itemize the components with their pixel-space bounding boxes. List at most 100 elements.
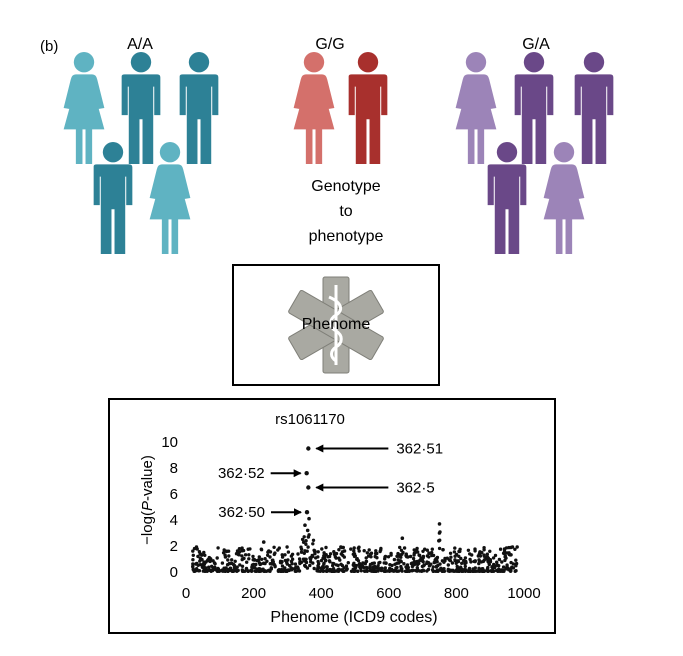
data-point <box>215 556 219 560</box>
data-point <box>217 569 221 573</box>
data-point <box>286 558 290 562</box>
data-point <box>332 550 336 554</box>
data-point <box>324 558 328 562</box>
caption-line: to <box>339 203 353 220</box>
data-point <box>253 569 257 573</box>
data-point <box>427 555 431 559</box>
data-point <box>478 569 482 573</box>
data-point <box>383 566 387 570</box>
data-point <box>503 558 507 563</box>
data-point <box>257 555 261 559</box>
data-point <box>276 568 281 572</box>
data-point <box>498 547 503 551</box>
data-point <box>320 567 325 571</box>
data-point <box>303 549 307 553</box>
data-point <box>392 569 396 573</box>
data-point <box>277 546 281 550</box>
data-point <box>389 567 393 572</box>
data-point <box>207 555 211 560</box>
data-point <box>364 556 368 560</box>
data-point <box>336 569 341 573</box>
data-point <box>415 566 419 570</box>
data-point <box>437 546 442 551</box>
caption-line: phenotype <box>308 228 384 245</box>
data-point <box>435 560 439 564</box>
data-point <box>468 557 472 562</box>
data-point <box>484 557 488 561</box>
data-point <box>255 558 259 563</box>
data-point <box>247 557 251 561</box>
data-point <box>476 554 480 558</box>
data-point <box>455 564 459 569</box>
data-point <box>359 569 363 573</box>
data-point <box>431 553 436 558</box>
data-point <box>240 564 245 568</box>
data-point <box>511 562 516 566</box>
data-point <box>307 516 311 521</box>
data-point <box>313 549 317 553</box>
data-point <box>238 563 242 567</box>
data-point <box>481 559 486 564</box>
data-point <box>268 550 273 554</box>
data-point <box>399 567 403 571</box>
data-point <box>315 568 319 572</box>
data-point <box>417 553 421 557</box>
data-point <box>395 561 399 565</box>
data-point <box>198 556 202 560</box>
data-point <box>294 569 298 573</box>
data-point <box>402 562 406 566</box>
data-point <box>372 561 376 565</box>
data-point <box>502 551 506 555</box>
data-point <box>311 538 316 542</box>
data-point <box>504 567 508 571</box>
data-point <box>354 565 358 569</box>
data-point <box>199 552 203 556</box>
data-point <box>226 568 230 572</box>
data-point <box>477 566 481 570</box>
data-point <box>202 550 206 555</box>
data-point <box>457 568 461 573</box>
data-point <box>442 560 446 564</box>
data-point <box>482 554 486 558</box>
data-point <box>446 569 451 573</box>
data-point <box>374 549 378 553</box>
data-point <box>298 561 302 566</box>
data-point <box>437 522 442 526</box>
data-point <box>469 569 473 573</box>
data-point <box>312 566 316 571</box>
x-tick-label: 0 <box>182 585 190 602</box>
data-point <box>378 567 382 571</box>
data-point <box>463 556 468 560</box>
data-point <box>308 563 312 568</box>
data-point <box>305 528 310 533</box>
data-point <box>416 550 420 554</box>
data-point <box>448 551 453 555</box>
data-point <box>378 560 382 565</box>
data-point <box>237 547 242 551</box>
data-point <box>513 569 517 573</box>
data-point <box>482 546 486 550</box>
data-point <box>233 559 237 563</box>
data-point <box>261 540 266 544</box>
data-point <box>477 558 481 562</box>
female-figure-icon <box>455 52 497 164</box>
data-point <box>438 562 442 566</box>
data-point <box>341 553 345 558</box>
male-figure-icon <box>514 52 554 164</box>
data-point <box>240 546 244 550</box>
data-point <box>320 547 324 551</box>
data-point <box>344 568 349 572</box>
data-point <box>237 553 241 557</box>
data-point <box>462 559 466 563</box>
data-point <box>346 561 350 565</box>
data-point <box>351 569 356 573</box>
data-point <box>213 562 217 566</box>
data-point <box>311 561 315 565</box>
data-point <box>449 555 453 559</box>
data-point <box>389 551 393 556</box>
data-point <box>503 554 507 558</box>
data-point <box>322 554 326 558</box>
data-point <box>195 561 199 566</box>
data-point <box>195 547 199 551</box>
data-point <box>505 563 509 567</box>
